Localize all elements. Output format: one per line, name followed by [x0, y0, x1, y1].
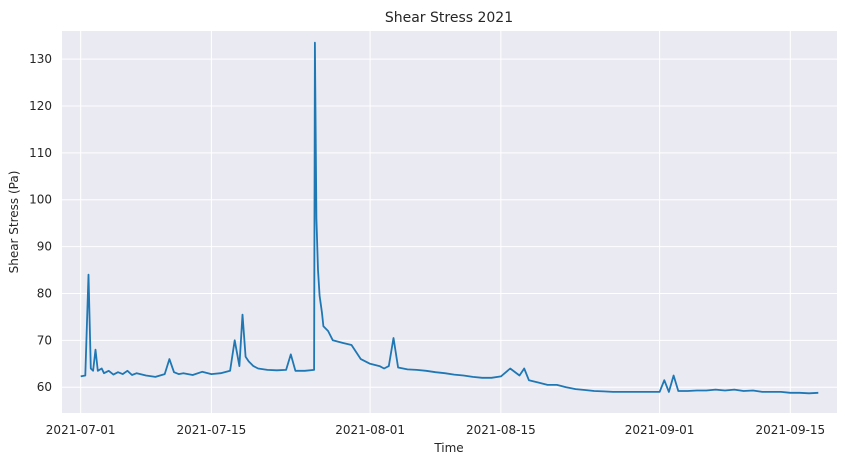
- x-tick-label: 2021-07-01: [46, 423, 116, 437]
- x-tick-label: 2021-09-15: [755, 423, 825, 437]
- y-tick-label: 130: [29, 52, 52, 66]
- series-line: [80, 41, 819, 395]
- x-tick-label: 2021-07-15: [177, 423, 247, 437]
- y-tick-label: 80: [37, 286, 52, 300]
- y-tick-labels: 60 70 80 90 100 110 120 130: [29, 52, 52, 394]
- y-axis-label: Shear Stress (Pa): [7, 171, 21, 274]
- x-axis-label: Time: [433, 441, 463, 455]
- x-tick-label: 2021-08-15: [466, 423, 536, 437]
- series-group: [80, 41, 819, 395]
- x-tick-label: 2021-09-01: [625, 423, 695, 437]
- y-tick-label: 60: [37, 380, 52, 394]
- y-tick-label: 100: [29, 193, 52, 207]
- y-tick-label: 90: [37, 240, 52, 254]
- x-tick-labels: 2021-07-01 2021-07-15 2021-08-01 2021-08-15…: [46, 423, 825, 437]
- plot-background: [62, 31, 837, 413]
- y-tick-label: 110: [29, 146, 52, 160]
- x-tick-label: 2021-08-01: [335, 423, 405, 437]
- grid-lines: [62, 31, 837, 413]
- y-tick-label: 120: [29, 99, 52, 113]
- chart-title: Shear Stress 2021: [385, 10, 513, 26]
- y-tick-label: 70: [37, 333, 52, 347]
